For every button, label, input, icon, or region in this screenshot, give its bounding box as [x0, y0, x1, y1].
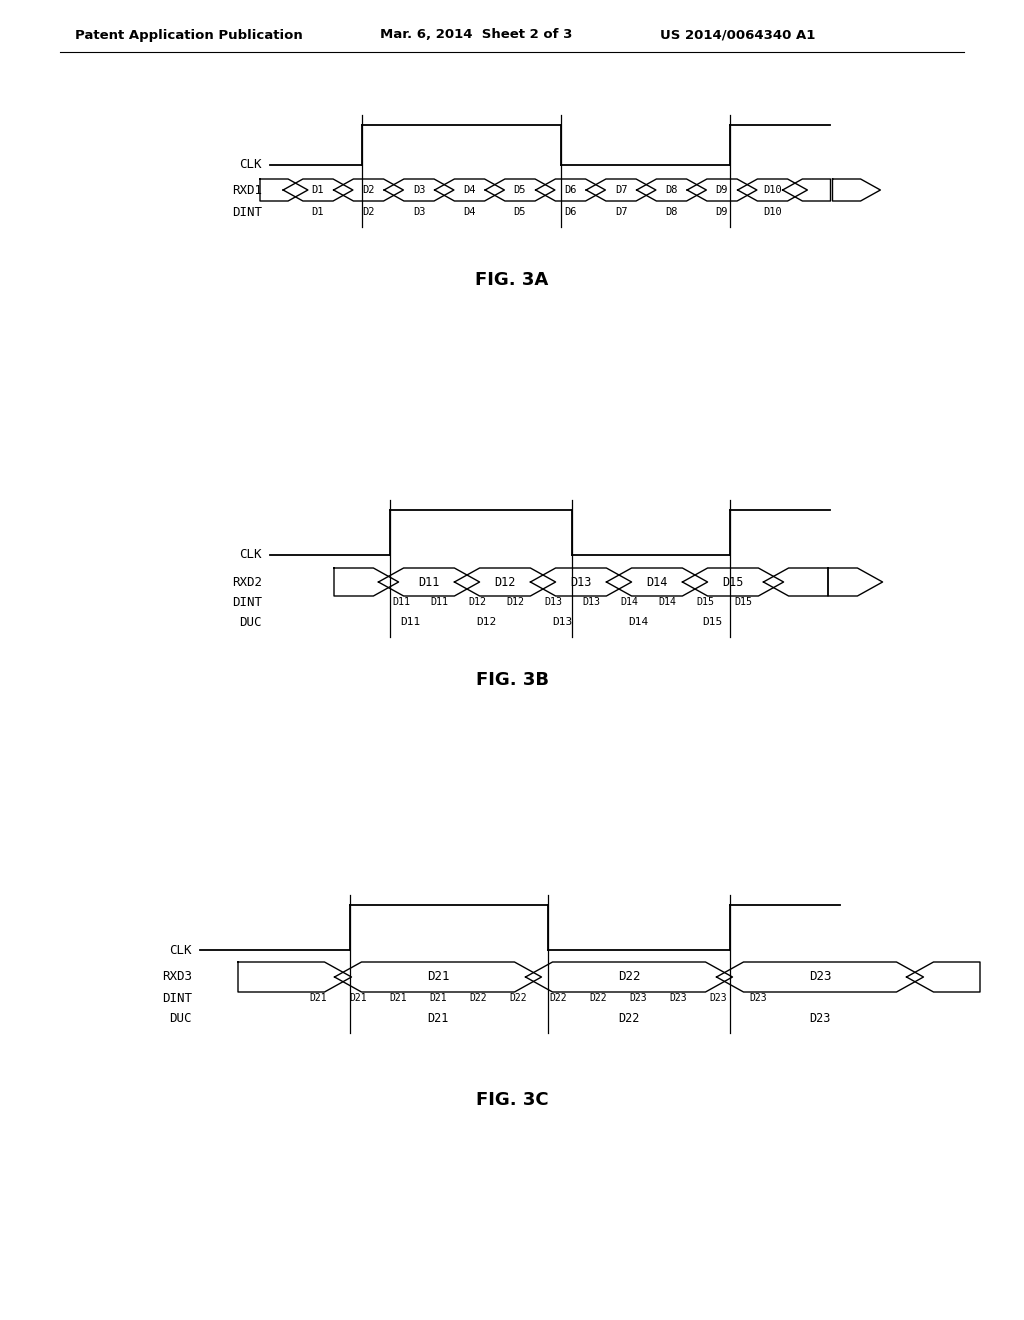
Text: DINT: DINT: [232, 595, 262, 609]
Text: CLK: CLK: [240, 549, 262, 561]
Text: D7: D7: [614, 185, 628, 195]
Text: D5: D5: [514, 185, 526, 195]
Text: FIG. 3C: FIG. 3C: [476, 1092, 548, 1109]
Text: DINT: DINT: [232, 206, 262, 219]
Text: D4: D4: [463, 185, 476, 195]
Text: D12: D12: [468, 597, 486, 607]
Text: D21: D21: [429, 993, 446, 1003]
Text: D7: D7: [614, 207, 628, 216]
Text: D13: D13: [544, 597, 562, 607]
Text: FIG. 3A: FIG. 3A: [475, 271, 549, 289]
Text: D11: D11: [419, 576, 439, 589]
Text: D3: D3: [413, 207, 425, 216]
Text: D9: D9: [716, 185, 728, 195]
Text: D10: D10: [763, 207, 782, 216]
Text: D21: D21: [427, 1011, 449, 1024]
Text: D22: D22: [509, 993, 526, 1003]
Text: D22: D22: [617, 970, 640, 983]
Text: D15: D15: [722, 576, 743, 589]
Text: D5: D5: [514, 207, 526, 216]
Text: D13: D13: [552, 616, 572, 627]
Text: D14: D14: [620, 597, 638, 607]
Text: D14: D14: [628, 616, 648, 627]
Text: D11: D11: [430, 597, 449, 607]
Text: D22: D22: [618, 1011, 640, 1024]
Text: D15: D15: [696, 597, 714, 607]
Text: D8: D8: [666, 207, 678, 216]
Text: D12: D12: [495, 576, 516, 589]
Text: D23: D23: [809, 970, 831, 983]
Text: D21: D21: [427, 970, 450, 983]
Text: D9: D9: [716, 207, 728, 216]
Text: Mar. 6, 2014  Sheet 2 of 3: Mar. 6, 2014 Sheet 2 of 3: [380, 29, 572, 41]
Text: DUC: DUC: [170, 1011, 193, 1024]
Text: D1: D1: [311, 185, 325, 195]
Text: D3: D3: [413, 185, 425, 195]
Text: D8: D8: [666, 185, 678, 195]
Text: Patent Application Publication: Patent Application Publication: [75, 29, 303, 41]
Text: CLK: CLK: [240, 158, 262, 172]
Text: D22: D22: [469, 993, 486, 1003]
Text: DUC: DUC: [240, 615, 262, 628]
Text: RXD3: RXD3: [162, 970, 193, 983]
Text: D13: D13: [582, 597, 600, 607]
Text: US 2014/0064340 A1: US 2014/0064340 A1: [660, 29, 815, 41]
Text: RXD1: RXD1: [232, 183, 262, 197]
Text: D12: D12: [476, 616, 496, 627]
Text: D6: D6: [564, 207, 577, 216]
Text: D1: D1: [311, 207, 325, 216]
Text: D2: D2: [362, 207, 375, 216]
Text: D21: D21: [309, 993, 327, 1003]
Text: D22: D22: [589, 993, 607, 1003]
Text: RXD2: RXD2: [232, 576, 262, 589]
Text: D4: D4: [463, 207, 476, 216]
Text: D13: D13: [570, 576, 592, 589]
Text: D22: D22: [549, 993, 567, 1003]
Text: DINT: DINT: [162, 991, 193, 1005]
Text: CLK: CLK: [170, 944, 193, 957]
Text: D6: D6: [564, 185, 577, 195]
Text: D21: D21: [349, 993, 367, 1003]
Text: D11: D11: [392, 597, 410, 607]
Text: D23: D23: [670, 993, 687, 1003]
Text: D11: D11: [400, 616, 420, 627]
Text: D23: D23: [750, 993, 767, 1003]
Text: D10: D10: [763, 185, 782, 195]
Text: D23: D23: [809, 1011, 830, 1024]
Text: D21: D21: [389, 993, 407, 1003]
Text: D14: D14: [646, 576, 668, 589]
Text: FIG. 3B: FIG. 3B: [475, 671, 549, 689]
Text: D14: D14: [658, 597, 676, 607]
Text: D23: D23: [710, 993, 727, 1003]
Text: D12: D12: [506, 597, 524, 607]
Text: D23: D23: [629, 993, 647, 1003]
Text: D2: D2: [362, 185, 375, 195]
Text: D15: D15: [734, 597, 752, 607]
Text: D15: D15: [701, 616, 722, 627]
